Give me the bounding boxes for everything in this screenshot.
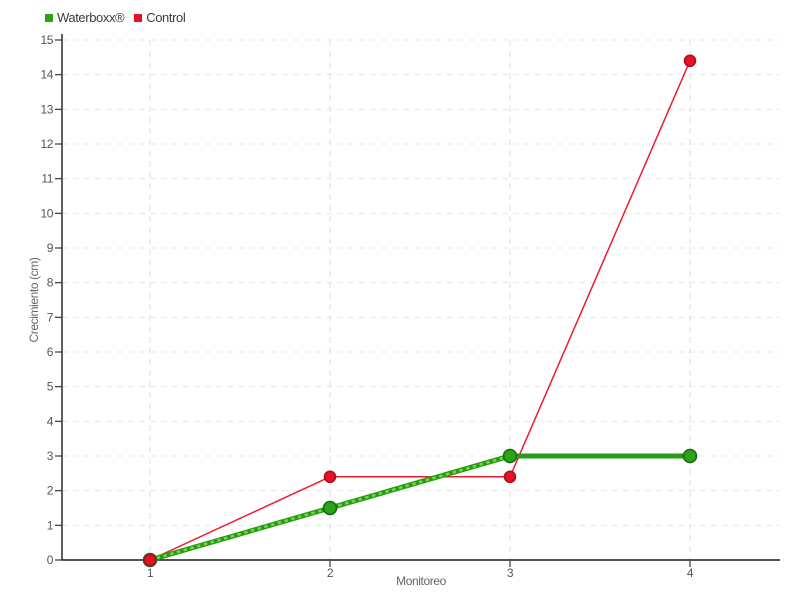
y-tick-label: 5 xyxy=(47,380,54,394)
y-tick-label: 7 xyxy=(47,310,54,324)
series-layer xyxy=(142,54,698,568)
legend-swatch-control xyxy=(134,13,143,22)
y-tick-label: 0 xyxy=(47,553,54,567)
y-tick-label: 2 xyxy=(47,484,54,498)
data-point-control xyxy=(323,470,337,484)
series-line-control xyxy=(149,60,691,561)
series-line-waterboxx xyxy=(149,453,690,563)
data-point-waterboxx xyxy=(502,448,518,464)
data-point-control xyxy=(683,54,697,68)
y-tick-label: 12 xyxy=(40,137,53,151)
y-tick-label: 1 xyxy=(47,518,54,532)
legend-item-control[interactable]: Control xyxy=(134,10,186,25)
y-tick-label: 11 xyxy=(41,172,53,186)
y-tick-label: 13 xyxy=(40,102,53,116)
data-point-waterboxx xyxy=(322,500,338,516)
chart-legend: Waterboxx® Control xyxy=(45,10,186,25)
x-tick-label: 2 xyxy=(327,566,334,580)
y-tick-label: 9 xyxy=(47,241,54,255)
data-point-control xyxy=(143,553,157,567)
y-tick-label: 3 xyxy=(47,449,54,463)
y-axis-title: Crecimiento (cm) xyxy=(27,257,41,342)
y-tick-label: 4 xyxy=(47,414,54,428)
y-tick-label: 15 xyxy=(40,33,53,47)
x-tick-label: 4 xyxy=(687,566,694,580)
y-tick-label: 8 xyxy=(47,276,54,290)
x-axis-title: Monitoreo xyxy=(396,574,446,588)
x-tick-label: 1 xyxy=(147,566,154,580)
y-tick-label: 14 xyxy=(40,68,53,82)
x-tick-label: 3 xyxy=(507,566,514,580)
y-tick-label: 10 xyxy=(40,206,53,220)
legend-label: Control xyxy=(146,10,186,25)
legend-swatch-waterboxx xyxy=(45,13,53,22)
data-point-waterboxx xyxy=(682,448,698,464)
data-point-control xyxy=(503,470,517,484)
legend-item-waterboxx[interactable]: Waterboxx® xyxy=(45,10,125,25)
legend-label: Waterboxx® xyxy=(57,10,125,25)
y-tick-label: 6 xyxy=(47,345,54,359)
